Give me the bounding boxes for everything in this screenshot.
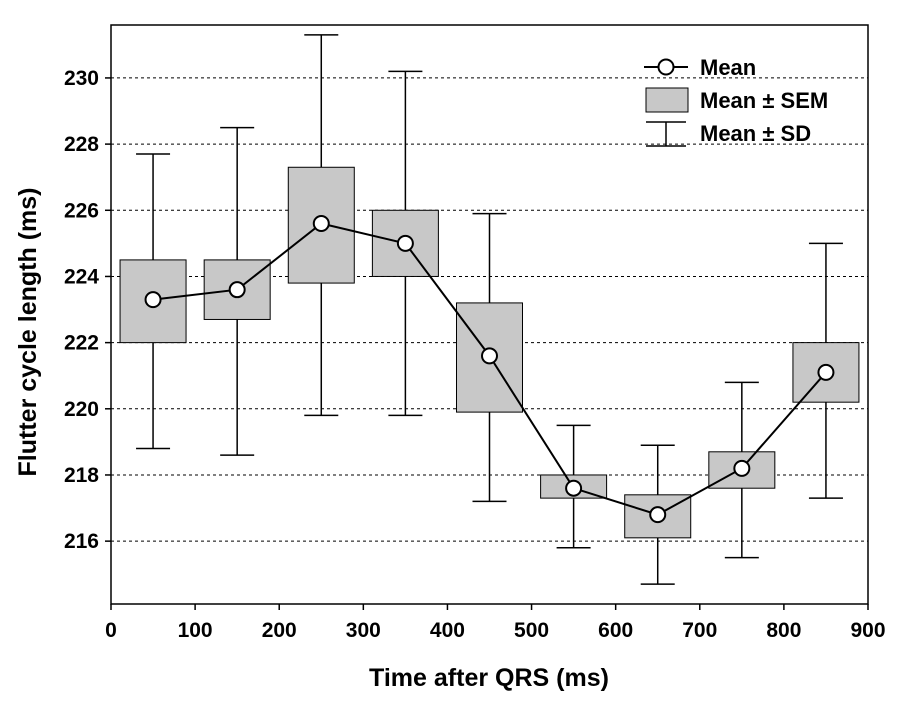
y-tick-label: 220 xyxy=(64,398,99,421)
mean-point xyxy=(144,291,162,309)
mean-point xyxy=(817,363,835,381)
mean-point xyxy=(228,281,246,299)
y-tick-label: 216 xyxy=(64,530,99,553)
sem-box xyxy=(708,451,776,489)
y-tick-label: 228 xyxy=(64,133,99,156)
legend-sem-label: Mean ± SEM xyxy=(700,88,828,113)
legend-mean-marker xyxy=(657,58,675,76)
legend-sd-label: Mean ± SD xyxy=(700,121,811,146)
mean-point xyxy=(733,459,751,477)
y-tick-label: 218 xyxy=(64,464,99,487)
x-tick-label: 0 xyxy=(105,619,117,642)
x-tick-label: 600 xyxy=(598,619,633,642)
x-axis-label: Time after QRS (ms) xyxy=(369,664,609,692)
mean-point xyxy=(481,347,498,365)
x-tick-label: 100 xyxy=(178,619,213,642)
x-tick-label: 700 xyxy=(682,619,717,642)
mean-point xyxy=(396,234,414,252)
ticks: 0 100 200 300 400 500 600 700 800 900 216 218 220 222… xyxy=(64,67,886,642)
mean-point xyxy=(312,215,330,233)
data-layer xyxy=(119,34,860,585)
data-group xyxy=(203,126,271,456)
x-tick-label: 500 xyxy=(514,619,549,642)
y-tick-label: 230 xyxy=(64,67,99,90)
mean-point xyxy=(565,479,583,497)
x-tick-label: 900 xyxy=(850,619,885,642)
mean-point xyxy=(649,506,667,524)
legend-sem-swatch xyxy=(645,87,689,113)
plot-frame xyxy=(110,24,869,605)
x-tick-label: 800 xyxy=(766,619,801,642)
y-tick-label: 226 xyxy=(64,199,99,222)
legend: Mean Mean ± SEM Mean ± SD xyxy=(644,55,828,147)
data-group xyxy=(708,381,776,559)
legend-mean-label: Mean xyxy=(700,55,756,80)
x-tick-label: 400 xyxy=(430,619,465,642)
x-tick-label: 300 xyxy=(346,619,381,642)
y-tick-label: 222 xyxy=(64,332,99,355)
y-tick-label: 224 xyxy=(64,265,99,288)
y-axis-label: Flutter cycle length (ms) xyxy=(14,188,42,477)
x-tick-label: 200 xyxy=(262,619,297,642)
